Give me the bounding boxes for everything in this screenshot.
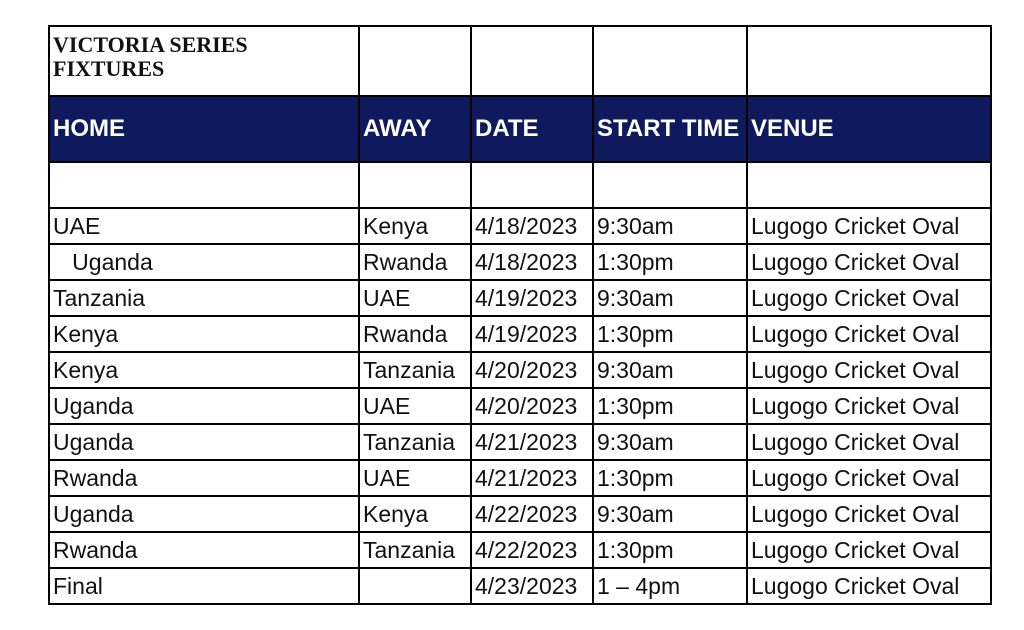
empty-cell [48, 161, 360, 209]
empty-cell [470, 25, 594, 97]
table-row: Uganda Tanzania 4/21/2023 9:30am Lugogo Cric… [48, 423, 992, 461]
empty-cell [358, 25, 472, 97]
home-cell: UAE [48, 207, 360, 245]
column-header-home: HOME [48, 95, 360, 163]
venue-cell: Lugogo Cricket Oval [746, 315, 992, 353]
venue-cell: Lugogo Cricket Oval [746, 279, 992, 317]
home-cell: Uganda [48, 243, 360, 281]
start-time-cell: 9:30am [592, 495, 748, 533]
home-cell: Tanzania [48, 279, 360, 317]
away-cell: Rwanda [358, 243, 472, 281]
venue-cell: Lugogo Cricket Oval [746, 387, 992, 425]
empty-cell [746, 25, 992, 97]
date-cell: 4/21/2023 [470, 423, 594, 461]
start-time-cell: 9:30am [592, 279, 748, 317]
column-header-start-time: START TIME [592, 95, 748, 163]
start-time-cell: 1 – 4pm [592, 567, 748, 605]
date-cell: 4/22/2023 [470, 531, 594, 569]
empty-cell [746, 161, 992, 209]
date-cell: 4/23/2023 [470, 567, 594, 605]
away-cell: Kenya [358, 495, 472, 533]
date-cell: 4/19/2023 [470, 315, 594, 353]
start-time-cell: 9:30am [592, 207, 748, 245]
date-cell: 4/18/2023 [470, 207, 594, 245]
fixtures-table: VICTORIA SERIES FIXTURES HOME AWAY DATE … [48, 25, 992, 605]
table-row: Rwanda UAE 4/21/2023 1:30pm Lugogo Cricket O… [48, 459, 992, 497]
date-cell: 4/18/2023 [470, 243, 594, 281]
away-cell [358, 567, 472, 605]
venue-cell: Lugogo Cricket Oval [746, 531, 992, 569]
start-time-cell: 1:30pm [592, 315, 748, 353]
home-cell: Final [48, 567, 360, 605]
table-row: Tanzania UAE 4/19/2023 9:30am Lugogo Cricket… [48, 279, 992, 317]
empty-cell [592, 25, 748, 97]
empty-cell [592, 161, 748, 209]
start-time-cell: 1:30pm [592, 243, 748, 281]
away-cell: Tanzania [358, 423, 472, 461]
table-row: Uganda Kenya 4/22/2023 9:30am Lugogo Cricket… [48, 495, 992, 533]
away-cell: Kenya [358, 207, 472, 245]
empty-cell [358, 161, 472, 209]
table-row: Kenya Tanzania 4/20/2023 9:30am Lugogo Crick… [48, 351, 992, 389]
start-time-cell: 9:30am [592, 423, 748, 461]
start-time-cell: 1:30pm [592, 459, 748, 497]
home-cell: Uganda [48, 423, 360, 461]
venue-cell: Lugogo Cricket Oval [746, 423, 992, 461]
date-cell: 4/20/2023 [470, 387, 594, 425]
venue-cell: Lugogo Cricket Oval [746, 351, 992, 389]
home-cell: Uganda [48, 495, 360, 533]
venue-cell: Lugogo Cricket Oval [746, 459, 992, 497]
start-time-cell: 9:30am [592, 351, 748, 389]
table-row: UAE Kenya 4/18/2023 9:30am Lugogo Cricket Ov… [48, 207, 992, 245]
away-cell: Tanzania [358, 351, 472, 389]
table-row: Uganda Rwanda 4/18/2023 1:30pm Lugogo Cricke… [48, 243, 992, 281]
venue-cell: Lugogo Cricket Oval [746, 243, 992, 281]
column-header-date: DATE [470, 95, 594, 163]
date-cell: 4/19/2023 [470, 279, 594, 317]
venue-cell: Lugogo Cricket Oval [746, 567, 992, 605]
date-cell: 4/20/2023 [470, 351, 594, 389]
table-row: Kenya Rwanda 4/19/2023 1:30pm Lugogo Cricket… [48, 315, 992, 353]
empty-cell [470, 161, 594, 209]
venue-cell: Lugogo Cricket Oval [746, 495, 992, 533]
home-cell: Rwanda [48, 459, 360, 497]
title-row: VICTORIA SERIES FIXTURES [48, 25, 992, 97]
start-time-cell: 1:30pm [592, 387, 748, 425]
table-row: Uganda UAE 4/20/2023 1:30pm Lugogo Cricket O… [48, 387, 992, 425]
venue-cell: Lugogo Cricket Oval [746, 207, 992, 245]
away-cell: UAE [358, 459, 472, 497]
table-row: Final 4/23/2023 1 – 4pm Lugogo Cricket Oval [48, 567, 992, 605]
date-cell: 4/22/2023 [470, 495, 594, 533]
away-cell: UAE [358, 387, 472, 425]
home-cell: Uganda [48, 387, 360, 425]
date-cell: 4/21/2023 [470, 459, 594, 497]
column-header-venue: VENUE [746, 95, 992, 163]
away-cell: UAE [358, 279, 472, 317]
home-cell: Rwanda [48, 531, 360, 569]
away-cell: Rwanda [358, 315, 472, 353]
home-cell: Kenya [48, 351, 360, 389]
home-cell: Kenya [48, 315, 360, 353]
column-header-away: AWAY [358, 95, 472, 163]
table-title: VICTORIA SERIES FIXTURES [48, 25, 360, 97]
table-row: Rwanda Tanzania 4/22/2023 1:30pm Lugogo Cric… [48, 531, 992, 569]
away-cell: Tanzania [358, 531, 472, 569]
blank-row [48, 161, 992, 209]
start-time-cell: 1:30pm [592, 531, 748, 569]
header-row: HOME AWAY DATE START TIME VENUE [48, 95, 992, 163]
